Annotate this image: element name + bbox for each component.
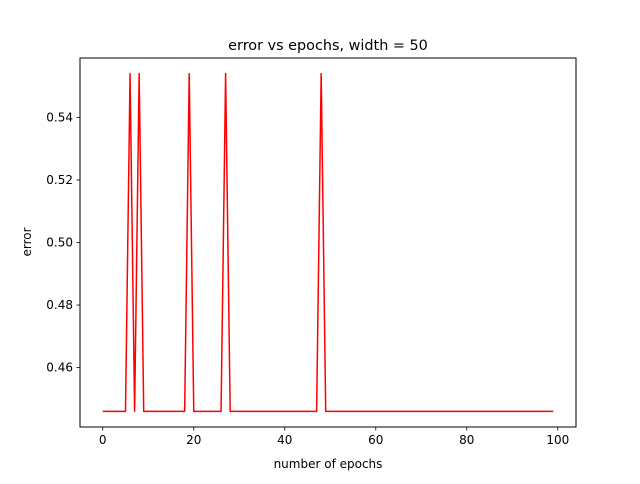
y-tick-label: 0.46 — [46, 361, 73, 375]
x-tick-label: 100 — [546, 433, 569, 447]
error-series-line — [102, 72, 554, 413]
y-axis-label: error — [20, 227, 34, 256]
y-tick-label: 0.54 — [46, 110, 73, 124]
y-tick-label: 0.50 — [46, 236, 73, 250]
x-axis-label: number of epochs — [274, 457, 383, 471]
x-axis-ticks: 0 20 40 60 80 100 — [99, 427, 569, 447]
y-tick-label: 0.48 — [46, 298, 73, 312]
y-axis-ticks: 0.46 0.48 0.50 0.52 0.54 — [46, 110, 80, 375]
x-tick-label: 20 — [186, 433, 201, 447]
x-tick-label: 0 — [99, 433, 107, 447]
chart-title: error vs epochs, width = 50 — [228, 38, 428, 54]
x-tick-label: 40 — [277, 433, 292, 447]
x-tick-label: 60 — [368, 433, 383, 447]
plot-frame — [79, 57, 577, 428]
y-tick-label: 0.52 — [46, 173, 73, 187]
x-tick-label: 80 — [459, 433, 474, 447]
plot-area — [102, 72, 554, 413]
